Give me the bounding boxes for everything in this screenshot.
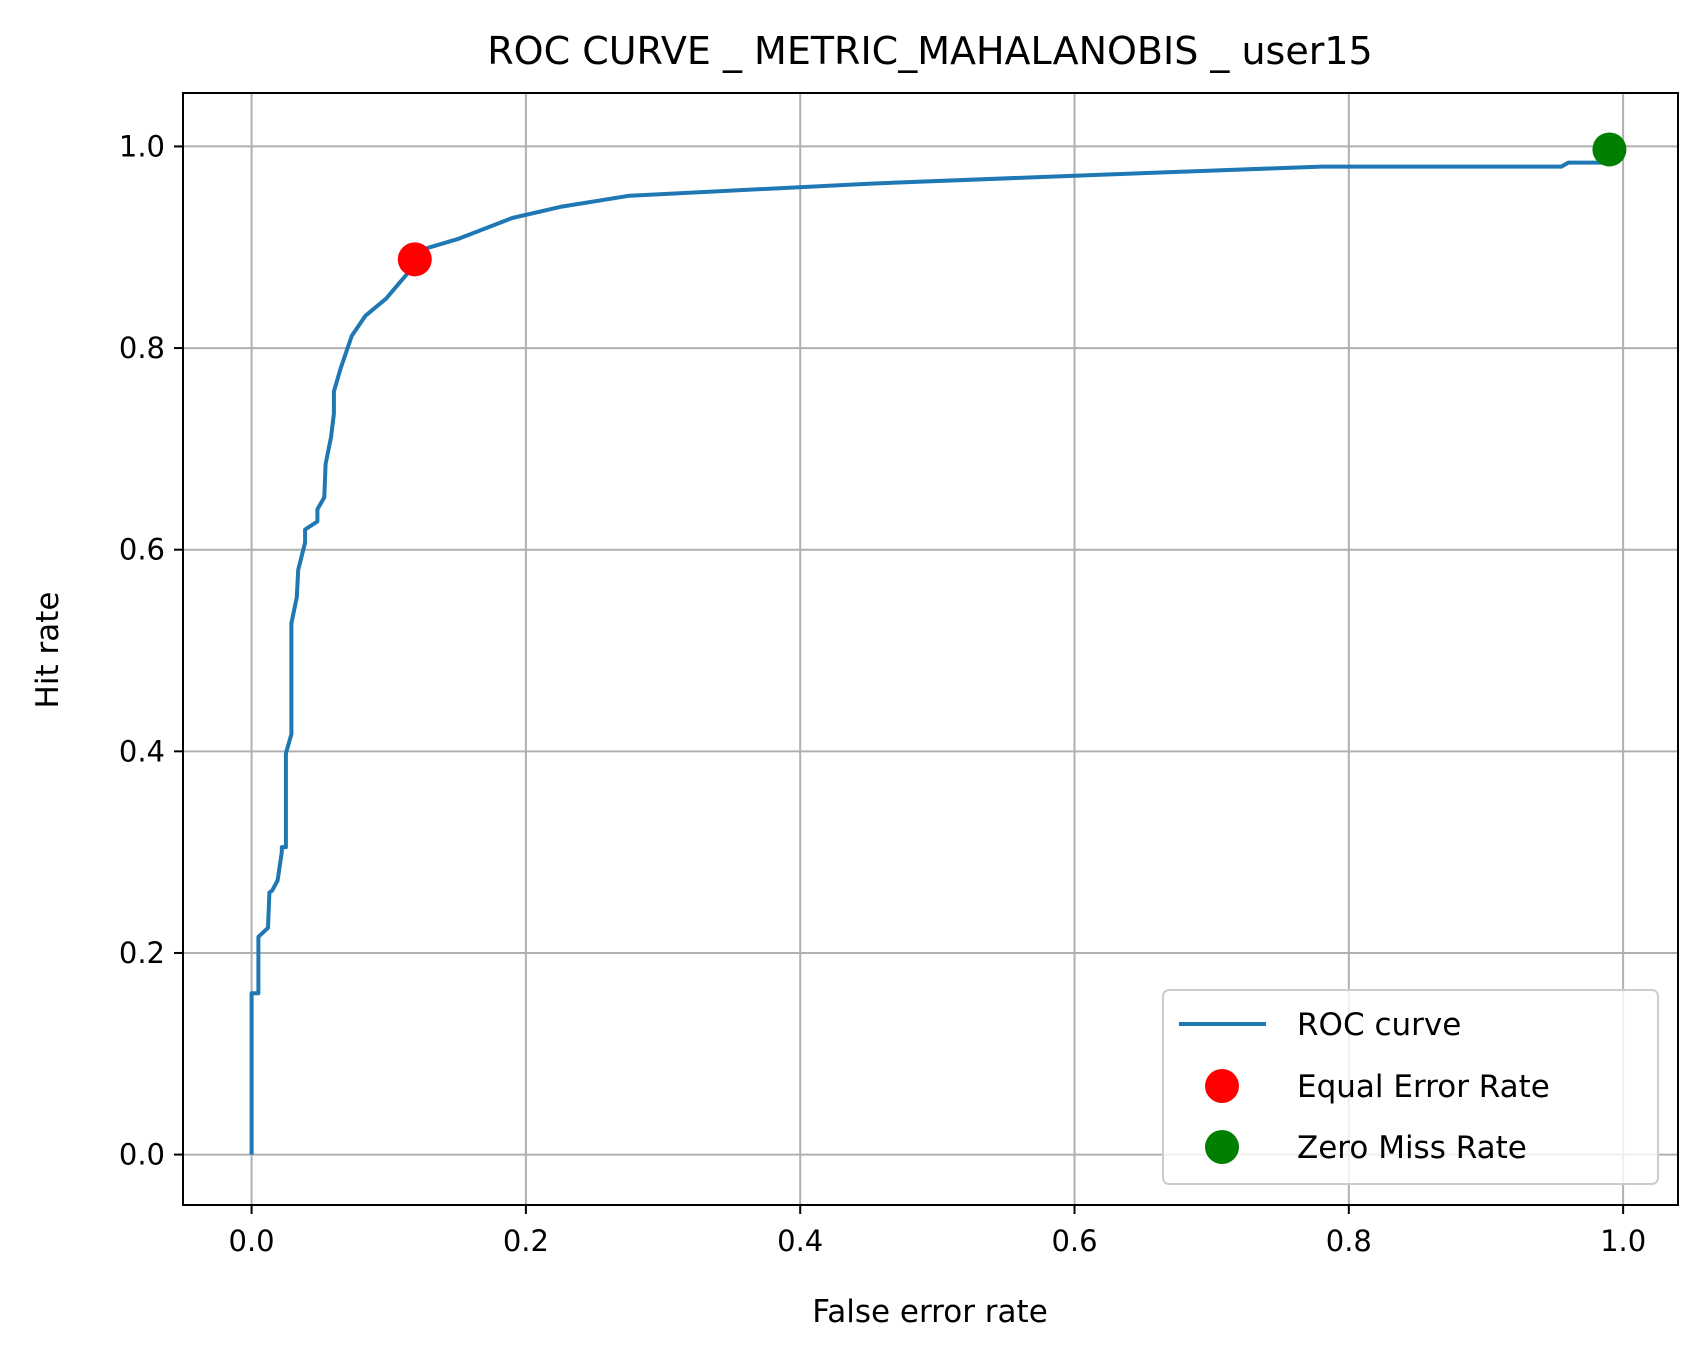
- x-tick-label: 0.4: [777, 1224, 823, 1258]
- series-line-roc-curve: [249, 160, 1610, 1155]
- legend-marker-zero-miss-rate: [1205, 1130, 1239, 1164]
- x-tick-label: 0.8: [1326, 1224, 1372, 1258]
- grid: [183, 93, 1678, 1205]
- axis-ticks: 0.0 0.2 0.4 0.6 0.8 1.0 0.0 0.2 0.4 0.6 0.8 1.0: [119, 129, 1646, 1258]
- y-tick-label: 0.4: [119, 734, 165, 768]
- y-axis-label: Hit rate: [30, 592, 66, 709]
- plot-frame: [182, 92, 1679, 1206]
- legend-marker-equal-error-rate: [1205, 1069, 1239, 1103]
- y-tick-label: 0.8: [119, 331, 165, 365]
- x-tick-label: 1.0: [1600, 1224, 1646, 1258]
- legend-label-equal-error-rate: Equal Error Rate: [1297, 1069, 1550, 1105]
- legend-label-roc-curve: ROC curve: [1297, 1007, 1461, 1043]
- x-tick-label: 0.2: [503, 1224, 549, 1258]
- x-tick-label: 0.6: [1051, 1224, 1097, 1258]
- legend-box: [1162, 989, 1659, 1185]
- point-zero-miss-rate: [1592, 132, 1627, 167]
- series-layer: [249, 132, 1627, 1155]
- point-equal-error-rate: [397, 242, 432, 277]
- x-tick-label: 0.0: [229, 1224, 275, 1258]
- legend: ROC curve Equal Error Rate Zero Miss Rat…: [1162, 989, 1659, 1185]
- x-axis-label: False error rate: [812, 1294, 1048, 1330]
- y-tick-label: 0.2: [119, 936, 165, 970]
- legend-label-zero-miss-rate: Zero Miss Rate: [1297, 1130, 1527, 1166]
- y-tick-label: 1.0: [119, 129, 165, 163]
- chart-title: ROC CURVE _ METRIC_MAHALANOBIS _ user15: [487, 29, 1372, 73]
- y-tick-label: 0.0: [119, 1138, 165, 1172]
- y-tick-label: 0.6: [119, 533, 165, 567]
